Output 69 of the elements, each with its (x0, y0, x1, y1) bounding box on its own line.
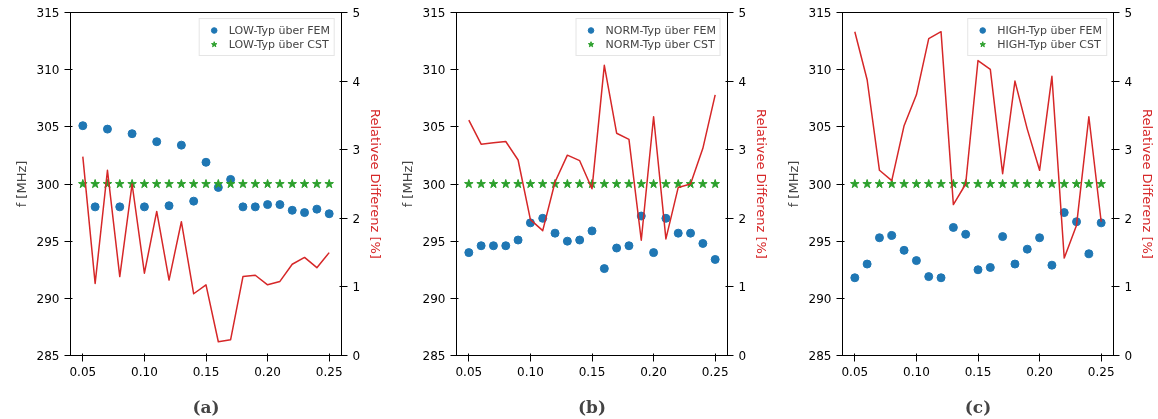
y2-tick-label: 4 (352, 74, 361, 89)
y2-axis-title: Relativee Differenz [%] (368, 109, 384, 259)
y2-axis-title: Relativee Differenz [%] (1140, 109, 1156, 259)
x-tick-label: 0.25 (1087, 364, 1115, 379)
x-tick-label: 0.05 (69, 364, 97, 379)
x-axis-title: (b) (578, 396, 606, 417)
x-axis-title: (c) (964, 396, 992, 417)
y-tick-label: 300 (422, 177, 446, 192)
x-tick-label: 0.05 (455, 364, 483, 379)
x-tick-label: 0.20 (640, 364, 667, 379)
y-tick-label: 290 (36, 291, 60, 306)
x-tick-label: 0.20 (254, 364, 281, 379)
y2-tick-label: 3 (738, 143, 747, 158)
y2-tick-label: 2 (738, 211, 747, 226)
y2-tick-label: 3 (352, 143, 361, 158)
y2-tick-label: 0 (352, 349, 361, 363)
y2-tick-label: 1 (1124, 280, 1133, 295)
legend-label: NORM-Typ über CST (605, 37, 715, 51)
y-tick-label: 285 (422, 349, 446, 363)
y-tick-label: 305 (808, 120, 832, 135)
y2-tick-label: 4 (1124, 74, 1133, 89)
y-tick-label: 310 (422, 63, 446, 78)
legend-label: HIGH-Typ über FEM (997, 23, 1102, 37)
y2-tick-label: 5 (1124, 6, 1133, 20)
y-tick-label: 295 (422, 234, 446, 249)
y2-axis-title: Relativee Differenz [%] (754, 109, 770, 259)
x-tick-label: 0.10 (131, 364, 158, 379)
y-tick-label: 290 (808, 291, 832, 306)
x-tick-label: 0.10 (517, 364, 544, 379)
y-tick-label: 305 (36, 120, 60, 135)
x-tick-label: 0.10 (903, 364, 930, 379)
y-tick-label: 295 (36, 234, 60, 249)
x-tick-label: 0.15 (578, 364, 606, 379)
y-tick-label: 300 (808, 177, 832, 192)
y2-tick-label: 0 (1124, 349, 1133, 363)
y-tick-label: 285 (36, 349, 60, 363)
y-tick-label: 315 (808, 6, 832, 20)
x-axis-title: (a) (192, 396, 220, 417)
x-tick-label: 0.25 (315, 364, 343, 379)
y2-tick-label: 5 (738, 6, 747, 20)
y-tick-label: 310 (36, 63, 60, 78)
x-tick-label: 0.15 (964, 364, 992, 379)
x-tick-label: 0.25 (701, 364, 729, 379)
legend-label: HIGH-Typ über CST (997, 37, 1101, 51)
y-tick-label: 290 (422, 291, 446, 306)
y-tick-label: 310 (808, 63, 832, 78)
y-tick-label: 285 (808, 349, 832, 363)
y-tick-label: 315 (36, 6, 60, 20)
x-tick-label: 0.15 (192, 364, 220, 379)
x-tick-label: 0.20 (1026, 364, 1053, 379)
y-axis-title: f [MHz] (785, 160, 801, 208)
y-tick-label: 315 (422, 6, 446, 20)
y-tick-label: 295 (808, 234, 832, 249)
y2-tick-label: 0 (738, 349, 747, 363)
y2-tick-label: 3 (1124, 143, 1133, 158)
y2-tick-label: 5 (352, 6, 361, 20)
y2-tick-label: 1 (738, 280, 747, 295)
x-tick-label: 0.05 (841, 364, 869, 379)
y2-tick-label: 2 (1124, 211, 1133, 226)
y-axis-title: f [MHz] (13, 160, 29, 208)
y2-tick-label: 2 (352, 211, 361, 226)
y2-tick-label: 1 (352, 280, 361, 295)
y-tick-label: 305 (422, 120, 446, 135)
y-axis-title: f [MHz] (399, 160, 415, 208)
legend-label: LOW-Typ über CST (228, 37, 329, 51)
y-tick-label: 300 (36, 177, 60, 192)
legend-label: NORM-Typ über FEM (605, 23, 716, 37)
y2-tick-label: 4 (738, 74, 747, 89)
legend-label: LOW-Typ über FEM (228, 23, 330, 37)
